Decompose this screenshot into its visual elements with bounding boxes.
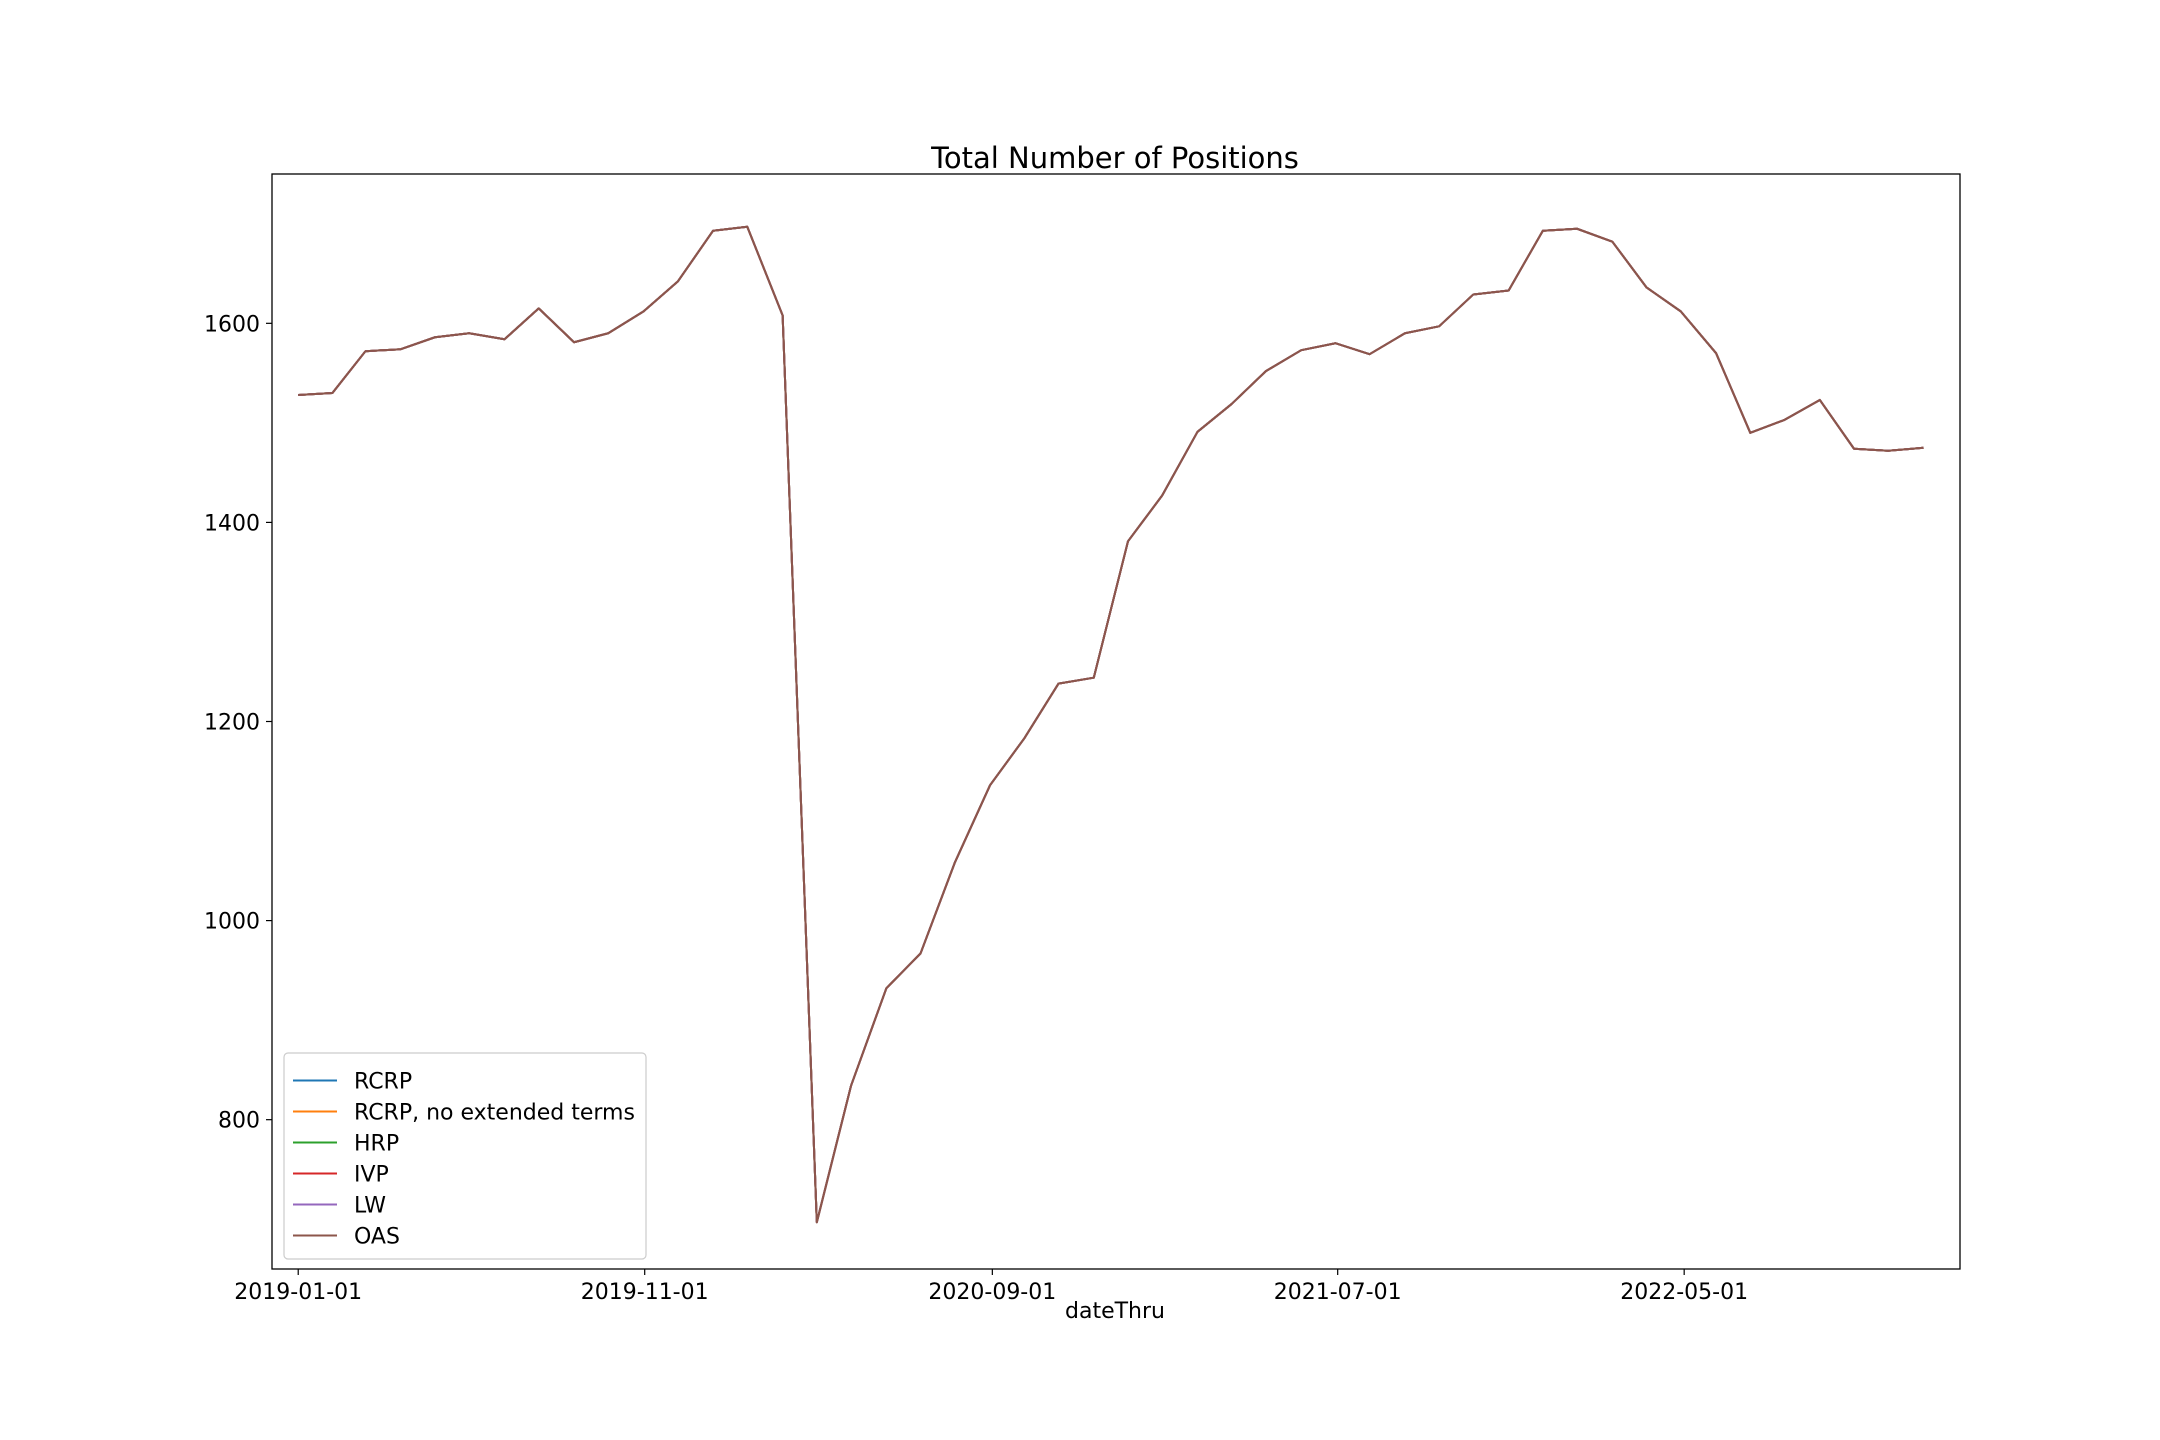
x-tick-label: 2019-01-01	[234, 1280, 362, 1305]
chart-title: Total Number of Positions	[930, 141, 1299, 175]
x-tick-label: 2021-07-01	[1274, 1280, 1402, 1305]
legend-box	[283, 1052, 647, 1260]
y-tick-label: 1200	[204, 711, 260, 736]
y-tick-label: 1600	[204, 312, 260, 337]
x-tick-label: 2022-05-01	[1620, 1280, 1748, 1305]
x-axis: 2019-01-01 2019-11-01 2020-09-01 2021-07-01…	[234, 1269, 1748, 1305]
x-axis-label: dateThru	[1065, 1299, 1165, 1324]
legend-label: OAS	[354, 1225, 400, 1250]
x-tick-label: 2020-09-01	[928, 1280, 1056, 1305]
plot-area	[298, 225, 1924, 1224]
y-tick-label: 800	[218, 1109, 260, 1134]
x-tick-label: 2019-11-01	[581, 1280, 709, 1305]
y-axis: 800 1000 1200 1400 1600	[204, 312, 272, 1134]
series-line-5	[298, 225, 1924, 1224]
legend-label: RCRP, no extended terms	[354, 1101, 635, 1126]
legend-label: LW	[354, 1194, 386, 1219]
legend-label: IVP	[354, 1163, 389, 1188]
legend: RCRP RCRP, no extended terms HRP IVP LW OAS	[283, 1052, 647, 1260]
legend-label: HRP	[354, 1132, 399, 1157]
y-tick-label: 1400	[204, 511, 260, 536]
legend-label: RCRP	[354, 1070, 412, 1095]
y-tick-label: 1000	[204, 910, 260, 935]
